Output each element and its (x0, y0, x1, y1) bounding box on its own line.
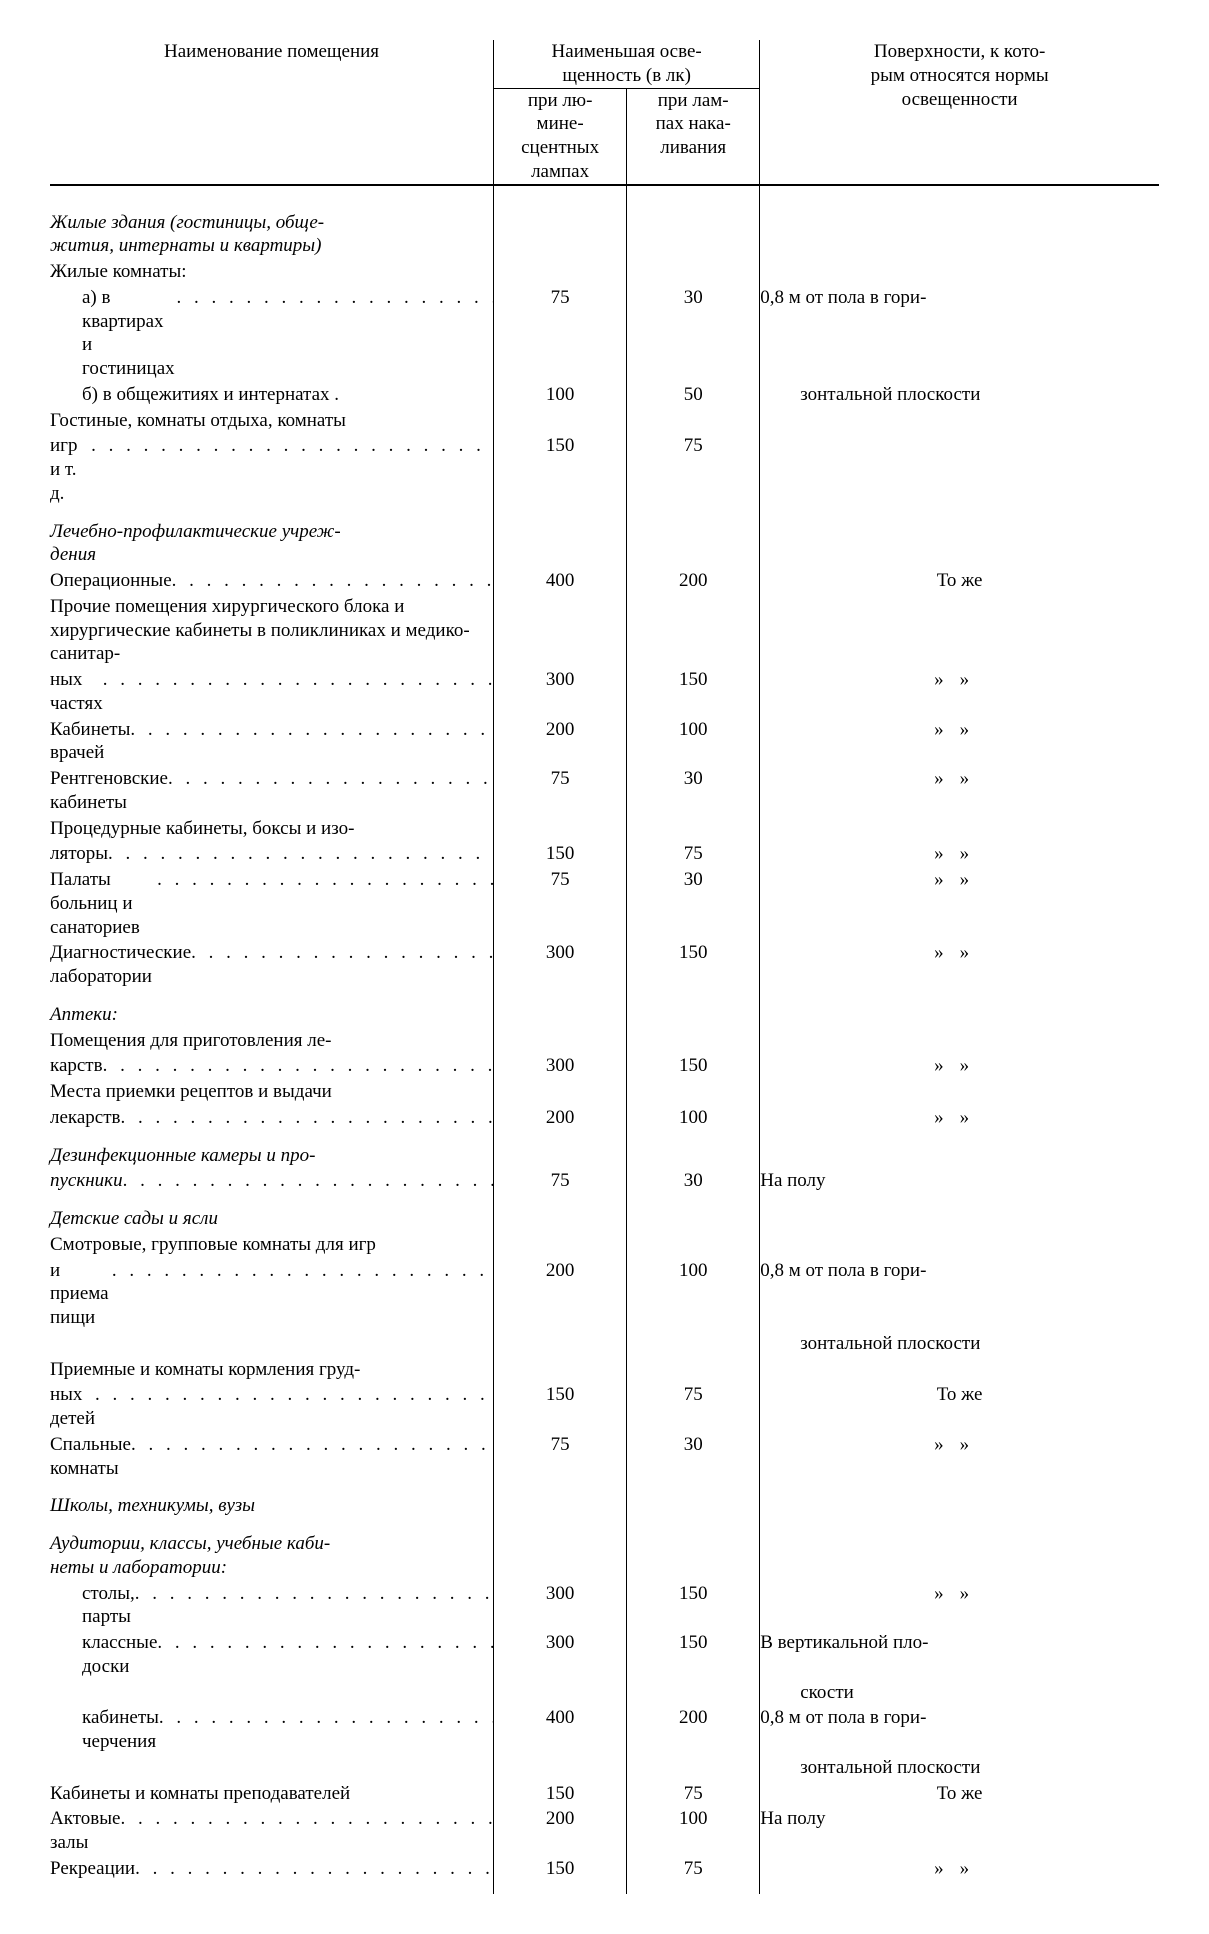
header-room-name: Наименование помещения (50, 40, 494, 185)
table-row: карств300150»» (50, 1053, 1159, 1079)
table-row: Приемные и комнаты кормления груд- (50, 1357, 1159, 1383)
table-row: Места приемки рецептов и выдачи (50, 1079, 1159, 1105)
table-row: Палаты больниц и санаториев7530»» (50, 867, 1159, 940)
section-heading: Аптеки: (50, 1002, 1159, 1028)
section-heading: Жилые здания (гостиницы, обще- жития, ин… (50, 210, 1159, 260)
table-row: ных детей15075То же (50, 1382, 1159, 1432)
illumination-standards-table: Наименование помещения Наименьшая осве- … (50, 40, 1159, 1894)
header-surfaces: Поверхности, к кото- рым относятся нормы… (760, 40, 1159, 185)
header-group-illumination: Наименьшая осве- щенность (в лк) (494, 40, 760, 88)
table-row: скости (50, 1680, 1159, 1706)
table-row: игр и т. д.15075 (50, 433, 1159, 506)
table-row: зонтальной плоскости (50, 1331, 1159, 1357)
section-heading: Лечебно-профилактические учреж- дения (50, 519, 1159, 569)
table-row: Смотровые, групповые комнаты для игр (50, 1232, 1159, 1258)
table-row: Кабинеты и комнаты преподавателей15075То… (50, 1781, 1159, 1807)
table-row: Кабинеты врачей200100»» (50, 717, 1159, 767)
table-row: ных частях300150»» (50, 667, 1159, 717)
table-row: кабинеты черчения4002000,8 м от пола в г… (50, 1705, 1159, 1755)
table-row: и приема пищи2001000,8 м от пола в гори- (50, 1258, 1159, 1331)
table-row: Жилые комнаты: (50, 259, 1159, 285)
table-row: лекарств200100»» (50, 1105, 1159, 1131)
section-heading: Детские сады и ясли (50, 1206, 1159, 1232)
table-row: а) в квартирах и гостиницах75300,8 м от … (50, 285, 1159, 382)
table-row: Спальные комнаты7530»» (50, 1432, 1159, 1482)
table-row: Помещения для приготовления ле- (50, 1028, 1159, 1054)
table-row: Рекреации15075»» (50, 1856, 1159, 1882)
table-body: Жилые здания (гостиницы, обще- жития, ин… (50, 186, 1159, 1894)
table-row: Гостиные, комнаты отдыха, комнаты (50, 408, 1159, 434)
table-row: столы, парты300150»» (50, 1581, 1159, 1631)
section-heading-row: Дезинфекционные камеры и про- (50, 1143, 1159, 1169)
table-row: Процедурные кабинеты, боксы и изо- (50, 816, 1159, 842)
table-row: классные доски300150В вертикальной пло- (50, 1630, 1159, 1680)
table-row: б) в общежитиях и интернатах .10050зонта… (50, 382, 1159, 408)
header-luminescent: при лю- мине- сцентных лампах (494, 88, 627, 185)
header-incandescent: при лам- пах нака- ливания (627, 88, 760, 185)
table-row: Рентгеновские кабинеты7530»» (50, 766, 1159, 816)
table-row: ляторы15075»» (50, 841, 1159, 867)
table-header: Наименование помещения Наименьшая осве- … (50, 40, 1159, 186)
table-row: Прочие помещения хирургического блока и … (50, 594, 1159, 667)
table-row: зонтальной плоскости (50, 1755, 1159, 1781)
section-heading-row: пускники7530На полу (50, 1168, 1159, 1194)
section-heading: Аудитории, классы, учебные каби- неты и … (50, 1531, 1159, 1581)
table-row: Операционные400200То же (50, 568, 1159, 594)
table-row: Актовые залы200100На полу (50, 1806, 1159, 1856)
section-heading: Школы, техникумы, вузы (50, 1493, 1159, 1519)
table-row: Диагностические лаборатории300150»» (50, 940, 1159, 990)
